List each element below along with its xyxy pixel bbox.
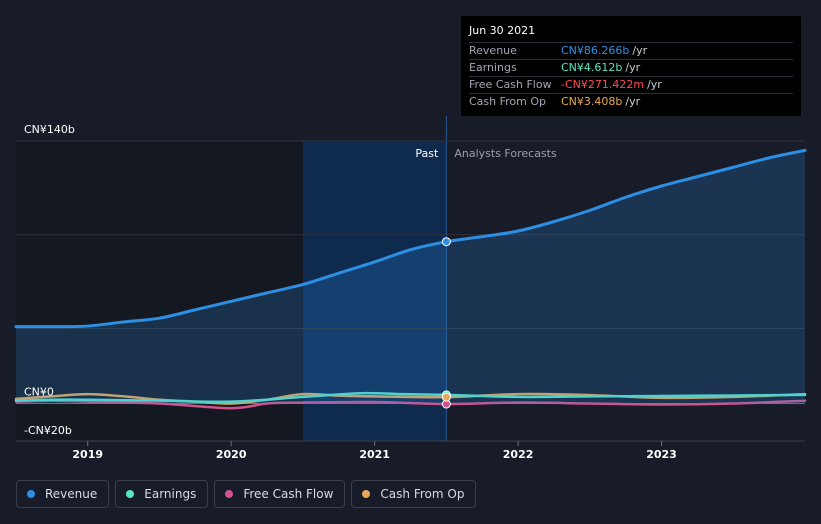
y-axis-label: CN¥140b: [24, 123, 75, 136]
past-label: Past: [415, 147, 439, 160]
marker-revenue: [441, 237, 451, 247]
tooltip-value: -CN¥271.422m: [561, 78, 645, 91]
legend-label: Cash From Op: [380, 487, 465, 501]
tooltip-unit: /yr: [625, 95, 641, 108]
tooltip-unit: /yr: [647, 78, 662, 91]
x-tick-label: 2023: [646, 448, 677, 461]
legend-dot-icon: [126, 490, 135, 498]
legend: Revenue Earnings Free Cash Flow Cash Fro…: [16, 480, 477, 508]
legend-label: Free Cash Flow: [243, 487, 334, 501]
legend-dot-icon: [225, 490, 234, 498]
tooltip-label: Cash From Op: [469, 95, 547, 108]
tooltip-value: CN¥3.408b: [561, 95, 623, 108]
legend-dot-icon: [27, 490, 35, 498]
x-tick-label: 2022: [503, 448, 534, 461]
tooltip-row-earnings: Earnings CN¥4.612b /yr: [469, 59, 793, 76]
tooltip-unit: /yr: [625, 61, 641, 74]
tooltip-row-cash-from-op: Cash From Op CN¥3.408b /yr: [469, 93, 793, 110]
tooltip-row-free-cash-flow: Free Cash Flow -CN¥271.422m /yr: [469, 76, 793, 93]
x-tick-label: 2020: [216, 448, 247, 461]
tooltip-label: Free Cash Flow: [469, 78, 552, 91]
legend-item-revenue[interactable]: Revenue: [16, 480, 110, 508]
y-axis-label: -CN¥20b: [24, 424, 72, 437]
tooltip-label: Revenue: [469, 44, 517, 57]
legend-label: Earnings: [144, 487, 197, 501]
series-area-revenue: [16, 150, 805, 404]
tooltip-value: CN¥4.612b: [561, 61, 623, 74]
legend-item-cash-from-op[interactable]: Cash From Op: [351, 480, 477, 508]
tooltip-value: CN¥86.266b: [561, 44, 630, 57]
past-highlight-region: [302, 141, 447, 441]
tooltip: Jun 30 2021 Revenue CN¥86.266b /yr Earni…: [461, 16, 801, 116]
forecast-label: Analysts Forecasts: [454, 147, 557, 160]
series-line-earnings: [14, 391, 807, 404]
legend-item-free-cash-flow[interactable]: Free Cash Flow: [214, 480, 346, 508]
tooltip-unit: /yr: [632, 44, 648, 57]
past-region-background: [16, 141, 303, 441]
legend-label: Revenue: [45, 487, 98, 501]
marker-cash-from-op: [441, 392, 451, 402]
legend-item-earnings[interactable]: Earnings: [115, 480, 209, 508]
tooltip-label: Earnings: [469, 61, 517, 74]
x-tick-label: 2019: [72, 448, 103, 461]
tooltip-date: Jun 30 2021: [469, 24, 536, 37]
series-line-free-cash-flow: [14, 399, 807, 410]
y-axis-label: CN¥0: [24, 386, 54, 399]
series-line-revenue: [14, 148, 807, 329]
x-tick-label: 2021: [359, 448, 390, 461]
legend-dot-icon: [362, 490, 371, 498]
tooltip-row-revenue: Revenue CN¥86.266b /yr: [469, 42, 793, 59]
